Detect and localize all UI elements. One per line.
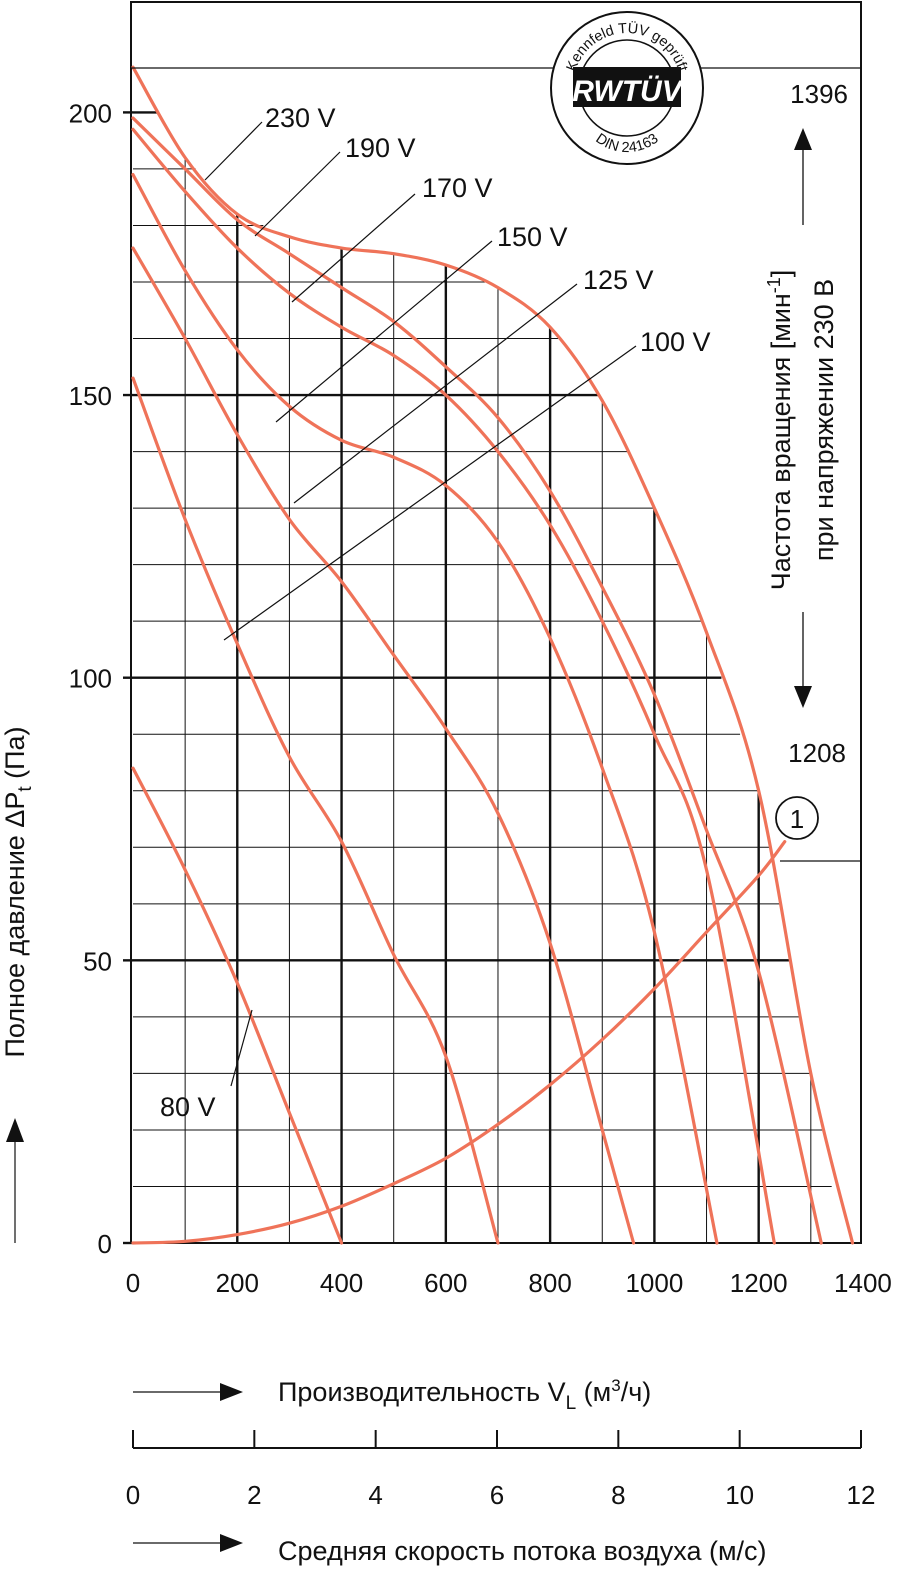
curve-label-170v: 170 V bbox=[422, 173, 493, 203]
curve-label-100v: 100 V bbox=[640, 327, 711, 357]
system-curve-1 bbox=[131, 840, 787, 1245]
x-tick-label: 1000 bbox=[625, 1268, 683, 1298]
curve-170v bbox=[131, 127, 776, 1245]
x2-axis-label: Средняя скорость потока воздуха (м/с) bbox=[278, 1536, 767, 1566]
label-leader-lines bbox=[204, 121, 637, 1087]
rpm-max-label: 1396 bbox=[790, 79, 848, 109]
label-leader-line bbox=[254, 151, 341, 237]
y-tick-label: 0 bbox=[98, 1229, 112, 1259]
curve-150v bbox=[131, 172, 719, 1245]
curve-label-80v: 80 V bbox=[160, 1092, 216, 1122]
system-curve-label: 1 bbox=[790, 804, 804, 834]
curve-label-150v: 150 V bbox=[497, 222, 568, 252]
y-tick-label: 50 bbox=[83, 946, 112, 976]
x2-tick-label: 12 bbox=[847, 1480, 876, 1510]
x2-axis-arrow bbox=[133, 1534, 243, 1552]
label-leader-line bbox=[291, 193, 416, 303]
x-tick-label: 1400 bbox=[834, 1268, 892, 1298]
label-leader-line bbox=[204, 121, 263, 181]
rpm-arrow-up bbox=[794, 128, 812, 225]
curves bbox=[131, 65, 855, 1245]
curve-label-230v: 230 V bbox=[265, 103, 336, 133]
rpm-arrow-down bbox=[794, 612, 812, 708]
rpm-min-label: 1208 bbox=[788, 738, 846, 768]
curve-80v bbox=[131, 766, 344, 1245]
velocity-axis: 0 2 4 6 8 10 12 bbox=[126, 1430, 876, 1510]
curve-100v bbox=[131, 376, 500, 1245]
x2-tick-label: 8 bbox=[611, 1480, 625, 1510]
x-tick-label: 400 bbox=[320, 1268, 363, 1298]
x-tick-label: 0 bbox=[126, 1268, 140, 1298]
system-curve-marker: 1 bbox=[775, 796, 819, 840]
y-tick-label: 150 bbox=[69, 381, 112, 411]
y-tick-label: 200 bbox=[69, 98, 112, 128]
curve-125v bbox=[131, 246, 636, 1245]
plot-frame bbox=[130, 1, 862, 1244]
label-leader-line bbox=[293, 283, 578, 504]
label-leader-line bbox=[230, 1009, 253, 1087]
y-axis-arrow bbox=[6, 1118, 24, 1243]
curve-190v bbox=[131, 116, 823, 1245]
x2-tick-label: 4 bbox=[368, 1480, 382, 1510]
tick-labels: 0 200 400 600 800 1000 1200 1400 0 50 100 150 200 bbox=[69, 98, 892, 1298]
rwtuv-seal-logo: Kennfeld TÜV geprüft DIN 24163 RWTÜV bbox=[550, 11, 704, 165]
x-tick-label: 1200 bbox=[730, 1268, 788, 1298]
seal-main-text: RWTÜV bbox=[572, 75, 684, 108]
x-axis-label: Производительность VL (м3/ч) bbox=[278, 1376, 651, 1414]
y-tick-label: 100 bbox=[69, 664, 112, 694]
curve-label-190v: 190 V bbox=[345, 133, 416, 163]
x2-tick-label: 2 bbox=[247, 1480, 261, 1510]
curve-labels: 230 V 190 V 170 V 150 V 125 V 100 V 80 V bbox=[160, 103, 711, 1122]
x2-tick-label: 6 bbox=[490, 1480, 504, 1510]
x-axis-arrow bbox=[133, 1383, 243, 1401]
x-tick-label: 600 bbox=[424, 1268, 467, 1298]
x2-tick-label: 0 bbox=[126, 1480, 140, 1510]
label-leader-line bbox=[275, 240, 493, 423]
curve-label-125v: 125 V bbox=[583, 265, 654, 295]
x-tick-label: 800 bbox=[528, 1268, 571, 1298]
y-axis-label: Полное давление ΔPt (Па) bbox=[0, 726, 36, 1057]
rpm-axis-label: Частота вращения [мин-1] bbox=[764, 270, 796, 591]
x2-tick-label: 10 bbox=[725, 1480, 754, 1510]
label-leader-line bbox=[223, 345, 637, 641]
rpm-voltage-label: при напряжении 230 В bbox=[809, 279, 839, 561]
x-tick-label: 200 bbox=[216, 1268, 259, 1298]
